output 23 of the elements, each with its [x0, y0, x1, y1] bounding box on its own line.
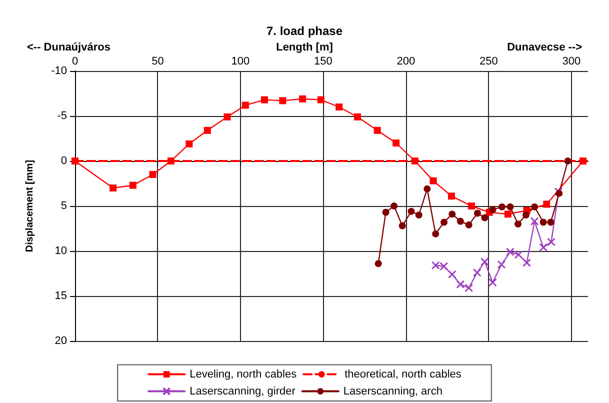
- y-tick-label: 0: [60, 155, 67, 167]
- x-tick-label: 50: [152, 56, 164, 68]
- y-tick-label: -10: [51, 65, 67, 77]
- x-tick-label: 150: [314, 56, 332, 68]
- text: Dunavecse -->: [507, 42, 582, 54]
- legend-label: theoretical, north cables: [344, 368, 462, 380]
- legend-label: Laserscanning, arch: [343, 385, 442, 398]
- x-axis-title: Length [m]: [276, 42, 334, 54]
- y-tick-label: -5: [57, 110, 67, 122]
- x-tick-label: 100: [231, 56, 250, 68]
- y-tick-label: 10: [54, 245, 67, 257]
- y-tick-label: 20: [54, 335, 67, 347]
- y-tick-label: 5: [60, 200, 67, 212]
- chart-title: 7. load phase: [266, 24, 343, 38]
- text: <-- Dunaújváros: [27, 42, 110, 54]
- x-tick-label: 200: [396, 56, 416, 68]
- legend-label: Leveling, north cables: [190, 368, 298, 380]
- x-tick-label: 250: [480, 56, 498, 68]
- y-tick-label: 15: [54, 290, 67, 302]
- legend-label: Laserscanning, girder: [190, 385, 296, 398]
- x-tick-label: 300: [562, 56, 581, 68]
- y-axis-title: Displacement [mm]: [24, 160, 36, 252]
- x-tick-label: 0: [72, 56, 78, 68]
